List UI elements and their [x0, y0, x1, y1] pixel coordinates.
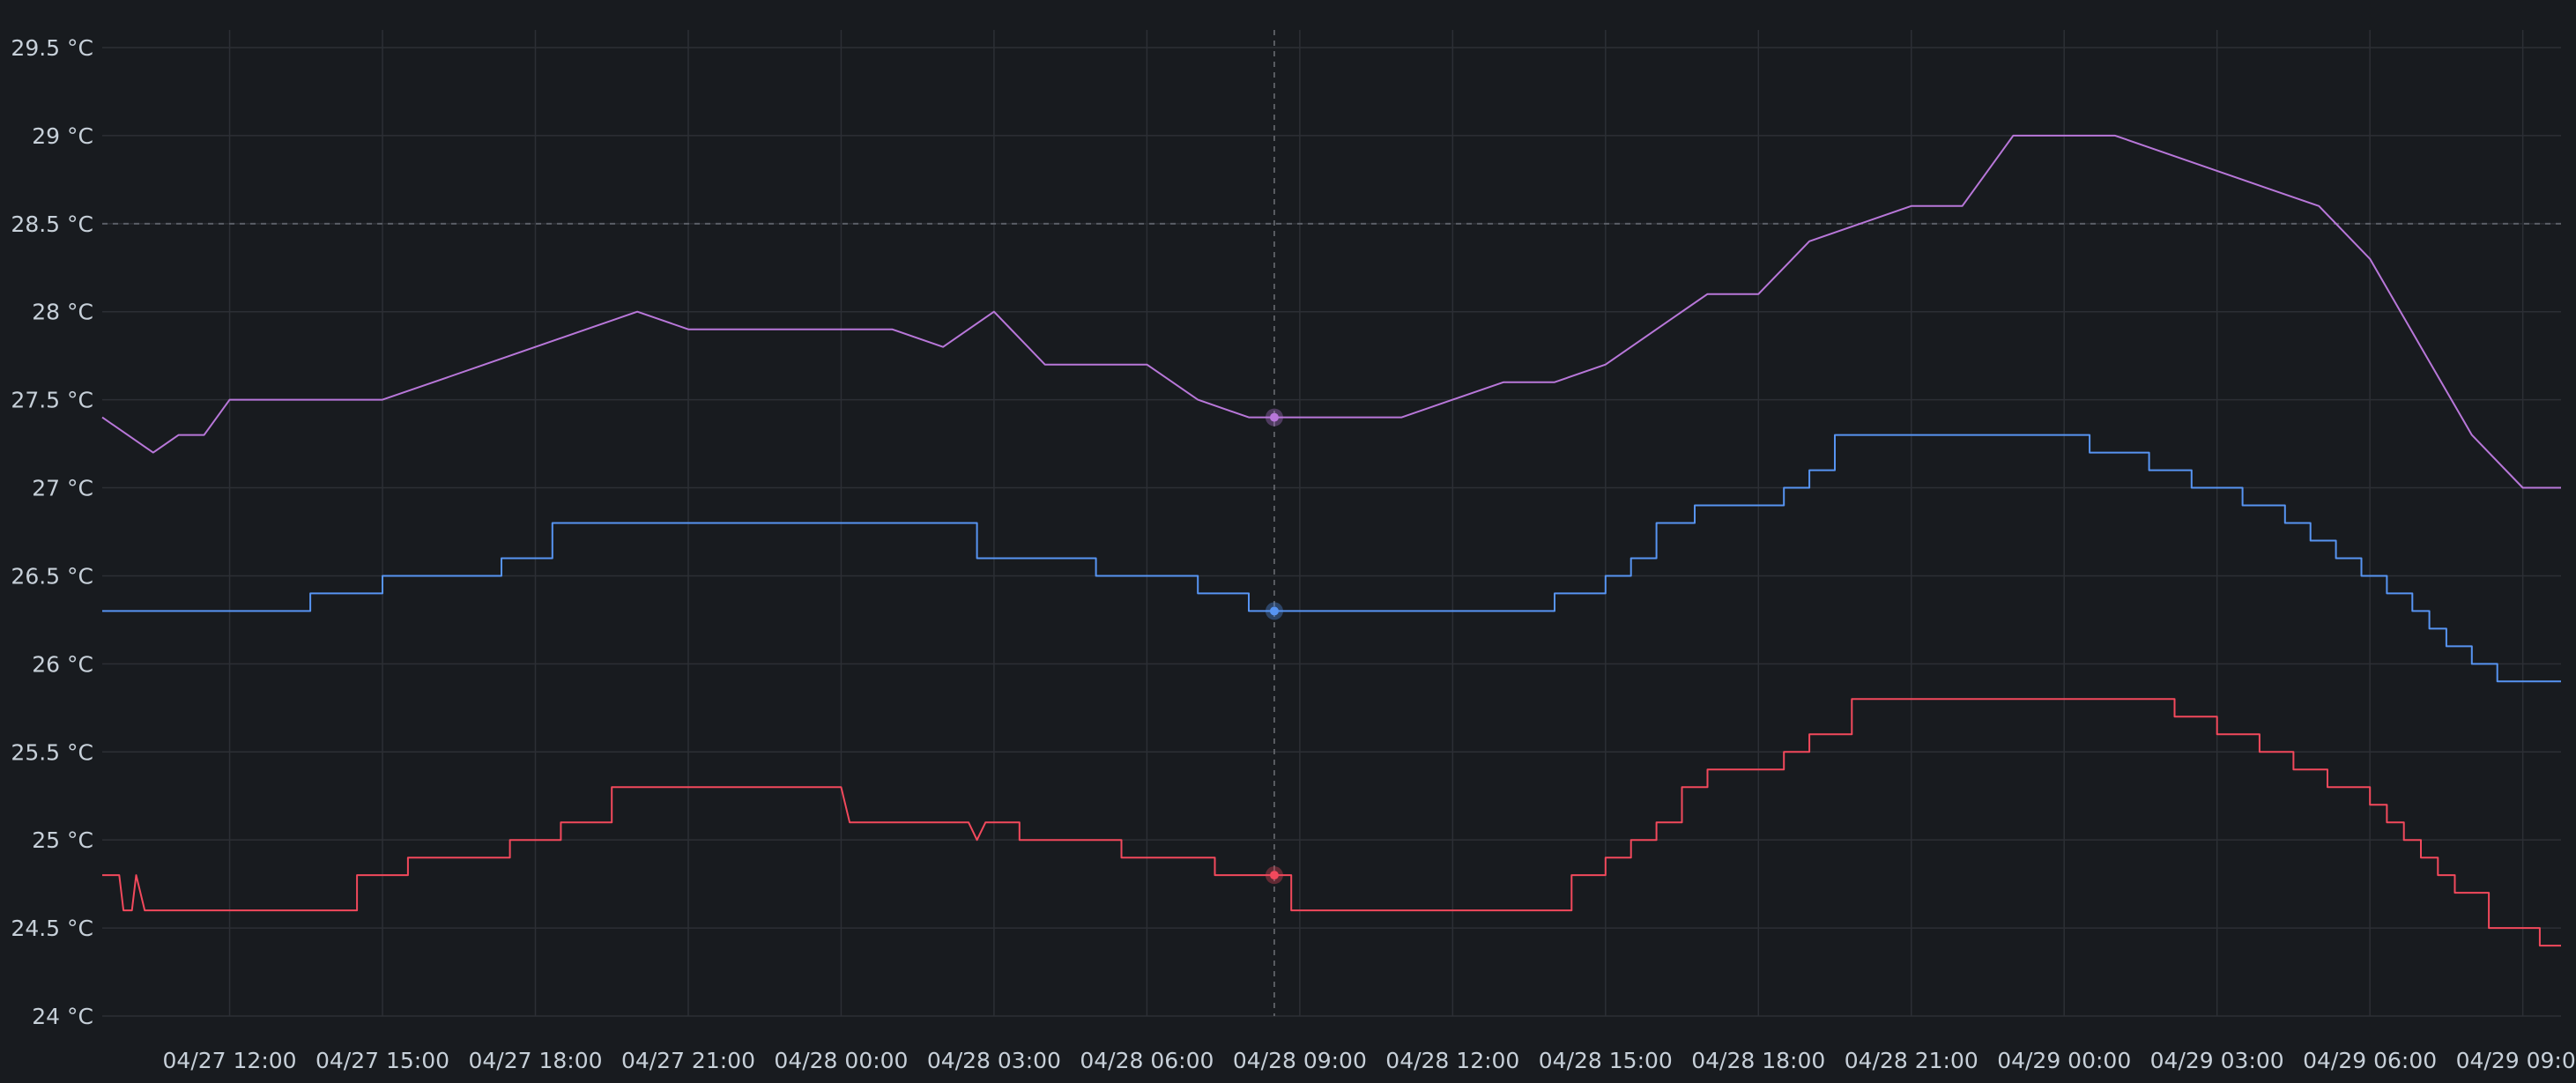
x-tick-label: 04/28 00:00	[774, 1048, 908, 1073]
y-tick-label: 25.5 °C	[11, 739, 93, 765]
y-axis: 24 °C 24.5 °C 25 °C 25.5 °C 26 °C 26.5 °C 27 °…	[11, 35, 93, 1029]
x-tick-label: 04/29 09:00	[2456, 1048, 2576, 1073]
series-line-1[interactable]	[102, 434, 2561, 683]
x-axis: 04/27 12:00 04/27 15:00 04/27 18:00 04/27 2…	[163, 1048, 2576, 1073]
y-tick-label: 28.5 °C	[11, 211, 93, 237]
y-tick-label: 27.5 °C	[11, 388, 93, 413]
y-tick-label: 26 °C	[32, 651, 93, 677]
x-tick-label: 04/29 00:00	[1997, 1048, 2131, 1073]
hover-marker[interactable]	[1269, 871, 1279, 880]
y-tick-label: 29 °C	[32, 123, 93, 149]
y-tick-label: 28 °C	[32, 300, 93, 325]
x-tick-label: 04/28 06:00	[1080, 1048, 1214, 1073]
x-tick-label: 04/28 18:00	[1691, 1048, 1825, 1073]
x-tick-label: 04/27 12:00	[163, 1048, 297, 1073]
y-tick-label: 25 °C	[32, 827, 93, 853]
x-tick-label: 04/27 18:00	[468, 1048, 602, 1073]
x-tick-label: 04/29 03:00	[2150, 1048, 2284, 1073]
x-tick-label: 04/28 21:00	[1845, 1048, 1978, 1073]
x-tick-label: 04/27 15:00	[316, 1048, 449, 1073]
y-tick-label: 24.5 °C	[11, 916, 93, 941]
x-tick-label: 04/28 12:00	[1385, 1048, 1519, 1073]
x-tick-label: 04/28 15:00	[1539, 1048, 1673, 1073]
x-tick-label: 04/27 21:00	[621, 1048, 755, 1073]
x-tick-label: 04/29 06:00	[2303, 1048, 2437, 1073]
hover-marker[interactable]	[1269, 606, 1279, 616]
y-tick-label: 27 °C	[32, 476, 93, 501]
y-tick-label: 29.5 °C	[11, 35, 93, 61]
series-group	[101, 134, 2561, 947]
hover-crosshair-group	[1265, 30, 1283, 1016]
x-tick-label: 04/28 09:00	[1233, 1048, 1367, 1073]
series-line-2[interactable]	[102, 698, 2561, 947]
y-tick-label: 24 °C	[32, 1004, 93, 1029]
y-tick-label: 26.5 °C	[11, 563, 93, 589]
x-tick-label: 04/28 03:00	[927, 1048, 1061, 1073]
hover-marker[interactable]	[1269, 412, 1279, 422]
grid	[102, 30, 2561, 1017]
